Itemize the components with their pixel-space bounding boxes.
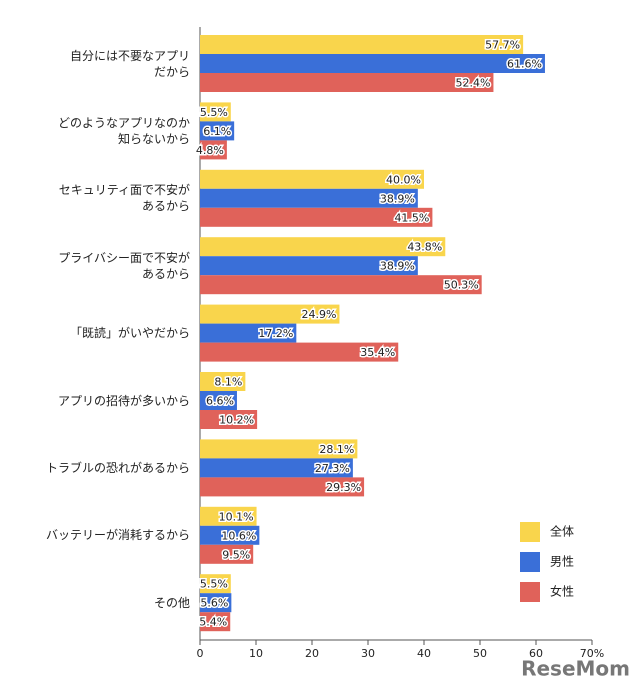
- bar: [200, 188, 418, 208]
- value-label: 28.1%: [319, 443, 354, 456]
- legend-label: 全体: [550, 524, 574, 539]
- x-tick-label: 20: [305, 647, 319, 660]
- x-tick-label: 50: [473, 647, 487, 660]
- value-label: 52.4%: [455, 77, 490, 90]
- bar: [200, 506, 257, 526]
- bar: [200, 35, 524, 54]
- x-tick-label: 10: [249, 647, 263, 660]
- legend-swatch: [520, 582, 540, 602]
- bar: [200, 342, 399, 362]
- value-label: 41.5%: [394, 211, 429, 224]
- bar: [200, 237, 446, 257]
- bar: [200, 544, 254, 564]
- value-label: 24.9%: [301, 308, 336, 321]
- bar: [200, 169, 424, 189]
- value-label: 6.1%: [203, 125, 231, 138]
- bar: [200, 256, 418, 276]
- value-label: 35.4%: [360, 346, 395, 359]
- value-label: 5.5%: [200, 106, 228, 119]
- bar: [200, 275, 482, 295]
- bar: [200, 121, 235, 141]
- legend-label: 女性: [550, 584, 574, 599]
- category-label: その他: [153, 595, 190, 610]
- bar: [200, 525, 260, 545]
- category-label: アプリの招待が多いから: [57, 393, 190, 408]
- value-label: 43.8%: [407, 241, 442, 254]
- legend-label: 男性: [550, 555, 574, 569]
- x-tick-label: 60: [529, 647, 543, 660]
- watermark: ReseMom: [521, 657, 630, 681]
- value-label: 57.7%: [485, 39, 520, 52]
- bar: [200, 458, 353, 478]
- value-label: 4.8%: [196, 144, 224, 157]
- category-label: プライバシー面で不安が あるから: [58, 250, 190, 281]
- value-label: 8.1%: [214, 376, 242, 389]
- value-label: 10.1%: [219, 510, 254, 523]
- value-label: 5.4%: [199, 616, 227, 629]
- value-label: 27.3%: [315, 462, 350, 475]
- category-label: 「既読」がいやだから: [69, 326, 190, 341]
- bar: [200, 323, 297, 343]
- bar: [200, 612, 231, 632]
- value-label: 40.0%: [386, 173, 421, 186]
- bar: [200, 304, 340, 324]
- value-label: 38.9%: [380, 192, 415, 205]
- bar: [200, 140, 227, 160]
- value-label: 29.3%: [326, 481, 361, 494]
- category-label: どのようなアプリなのか 知らないから: [57, 115, 190, 146]
- category-label: セキュリティ面で不安が あるから: [58, 183, 190, 214]
- value-label: 9.5%: [222, 548, 250, 561]
- bar: [200, 73, 494, 92]
- x-tick-label: 0: [197, 647, 204, 660]
- x-tick-label: 30: [361, 647, 375, 660]
- value-label: 6.6%: [206, 395, 234, 408]
- x-tick-label: 70%: [580, 647, 604, 660]
- legend-swatch: [520, 522, 540, 542]
- category-label: トラブルの恐れがあるから: [45, 460, 190, 475]
- bar: [200, 54, 545, 73]
- value-label: 17.2%: [258, 327, 293, 340]
- bar: [200, 372, 246, 391]
- x-tick-label: 40: [417, 647, 431, 660]
- bar: [200, 410, 258, 429]
- bar: [200, 391, 237, 410]
- category-label: バッテリーが消耗するから: [45, 528, 190, 543]
- value-label: 38.9%: [380, 260, 415, 273]
- bar: [200, 593, 232, 613]
- value-label: 10.2%: [219, 414, 254, 427]
- bar: [200, 477, 365, 497]
- legend-swatch: [520, 552, 540, 572]
- category-label: 自分には不要なアプリ だから: [69, 48, 190, 79]
- bar: [200, 439, 358, 459]
- value-label: 10.6%: [221, 529, 256, 542]
- bar: [200, 207, 433, 227]
- value-label: 50.3%: [444, 279, 479, 292]
- bar: [200, 102, 231, 122]
- bar: [200, 574, 231, 594]
- value-label: 61.6%: [507, 58, 542, 71]
- value-label: 5.6%: [200, 597, 228, 610]
- value-label: 5.5%: [200, 578, 228, 591]
